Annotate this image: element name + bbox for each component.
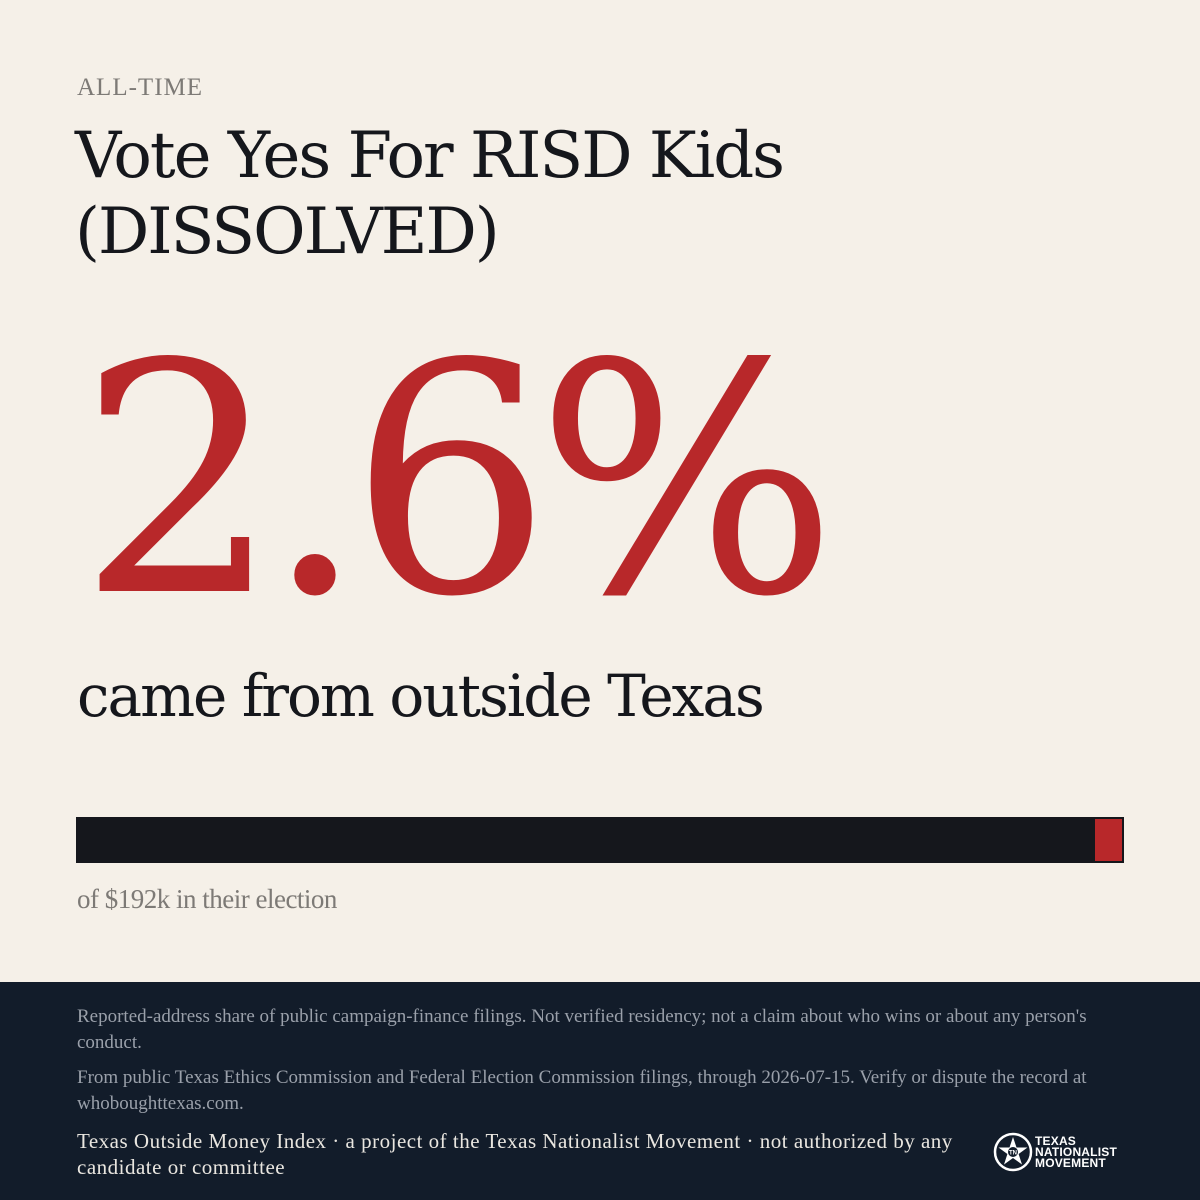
logo-line-1: TEXAS xyxy=(1035,1133,1077,1148)
election-total: of $192k in their election xyxy=(77,884,337,914)
committee-title: Vote Yes For RISD Kids (DISSOLVED) xyxy=(75,119,785,269)
source-text: From public Texas Ethics Commission and … xyxy=(77,1067,1087,1114)
disclaimer-text: Reported-address share of public campaig… xyxy=(77,1006,1087,1053)
share-bar-outside-fill xyxy=(1094,819,1122,861)
outside-percent: 2.6% xyxy=(78,296,838,666)
tnm-logo: TN TEXAS NATIONALIST MOVEMENT xyxy=(993,1132,1117,1172)
tnm-wordmark: TEXAS NATIONALIST MOVEMENT xyxy=(1035,1133,1117,1170)
logo-line-2: NATIONALIST xyxy=(1035,1144,1117,1159)
period-label: ALL-TIME xyxy=(77,74,204,101)
share-bar xyxy=(76,817,1124,863)
logo-line-3: MOVEMENT xyxy=(1035,1155,1106,1170)
svg-text:TN: TN xyxy=(1009,1151,1017,1157)
star-in-circle-icon: TN xyxy=(993,1132,1033,1172)
outside-caption: came from outside Texas xyxy=(77,662,765,730)
credit-text: Texas Outside Money Index · a project of… xyxy=(77,1129,953,1179)
